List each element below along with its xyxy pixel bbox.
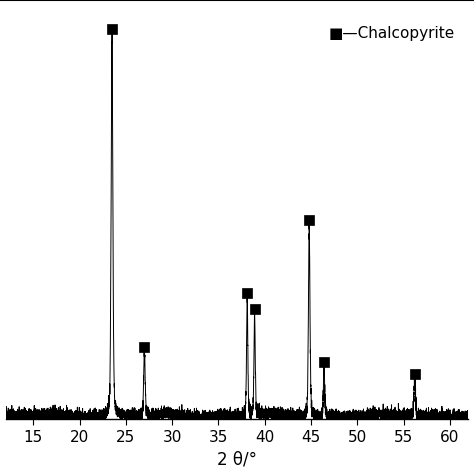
X-axis label: 2 θ/°: 2 θ/° bbox=[217, 450, 257, 468]
Text: ■—Chalcopyrite: ■—Chalcopyrite bbox=[328, 26, 455, 41]
